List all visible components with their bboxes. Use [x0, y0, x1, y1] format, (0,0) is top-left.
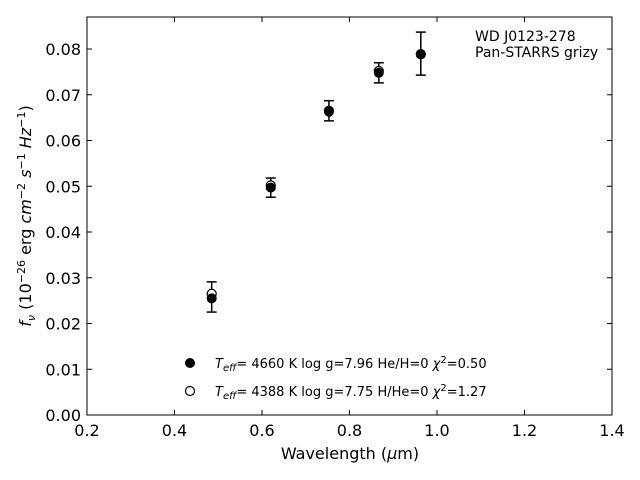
y-tick-label: 0.08 — [45, 40, 81, 59]
y-tick-label: 0.07 — [45, 86, 81, 105]
x-tick-label: 0.8 — [337, 421, 362, 440]
y-axis-label: fν (10−26 erg cm−2 s−1 Hz−1) — [15, 105, 38, 326]
y-tick-label: 0.01 — [45, 360, 81, 379]
x-tick-label: 1.4 — [599, 421, 624, 440]
y-tick-label: 0.02 — [45, 315, 81, 334]
axis-tick-labels: 0.2 0.4 0.6 0.8 1.0 1.2 1.4 0.00 0.01 0.02 0.03 0.0… — [45, 40, 624, 440]
x-axis-label: Wavelength (μm) — [281, 444, 419, 463]
legend-label-open: Teff= 4388 K log g=7.75 H/He=0 χ2=1.27 — [215, 383, 487, 402]
y-tick-label: 0.06 — [45, 132, 81, 151]
filled-model-point — [415, 49, 426, 60]
legend: Teff= 4660 K log g=7.96 He/H=0 χ2=0.50 T… — [184, 355, 487, 402]
annotation-subtitle: Pan-STARRS grizy — [475, 45, 598, 61]
axis-ticks — [86, 17, 613, 416]
y-tick-label: 0.00 — [45, 406, 81, 425]
y-tick-label: 0.05 — [45, 177, 81, 196]
plot-frame — [86, 16, 613, 416]
filled-model-point — [206, 293, 217, 304]
y-tick-label: 0.03 — [45, 269, 81, 288]
legend-marker-filled — [185, 358, 195, 368]
x-tick-label: 1.2 — [512, 421, 537, 440]
x-tick-label: 0.4 — [162, 421, 187, 440]
x-tick-label: 0.2 — [74, 421, 99, 440]
filled-model-point — [373, 67, 384, 78]
legend-marker-open — [184, 385, 196, 397]
annotation-title: WD J0123-278 — [475, 29, 576, 45]
x-tick-label: 1.0 — [424, 421, 449, 440]
data-marks — [206, 31, 426, 313]
legend-label-filled: Teff= 4660 K log g=7.96 He/H=0 χ2=0.50 — [215, 355, 487, 374]
x-tick-label: 0.6 — [249, 421, 274, 440]
filled-model-point — [323, 106, 334, 117]
y-tick-label: 0.04 — [45, 223, 81, 242]
filled-model-point — [265, 182, 276, 193]
